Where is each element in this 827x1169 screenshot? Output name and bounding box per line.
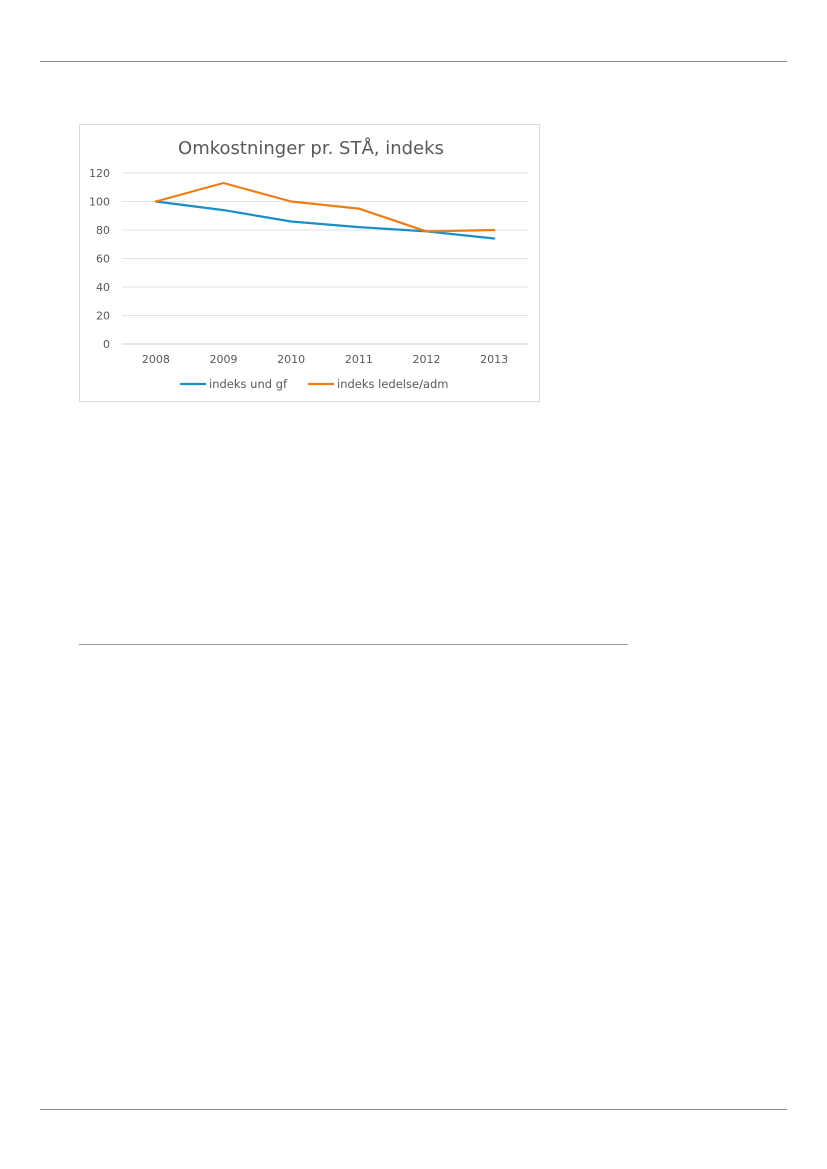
chart-title: Omkostninger pr. STÅ, indeks	[178, 137, 444, 159]
series-line-2	[154, 181, 496, 233]
y-tick-label: 0	[103, 338, 110, 351]
x-axis-ticks: 2008 2009 2010 2011 2012 2013	[142, 353, 508, 366]
legend-label-2: indeks ledelse/adm	[337, 377, 449, 391]
y-tick-label: 120	[89, 167, 110, 180]
chart-container: Omkostninger pr. STÅ, indeks 0 20 40 60 80 10…	[79, 124, 540, 402]
series-lines	[154, 181, 496, 240]
gridlines	[122, 172, 528, 345]
series-line-1	[154, 200, 496, 240]
y-tick-label: 40	[96, 281, 110, 294]
y-tick-label: 80	[96, 224, 110, 237]
legend-label-1: indeks und gf	[209, 377, 288, 391]
legend: indeks und gf indeks ledelse/adm	[180, 377, 449, 391]
x-tick-label: 2010	[277, 353, 305, 366]
section-rule	[79, 644, 628, 645]
x-tick-label: 2012	[413, 353, 441, 366]
y-axis-ticks: 0 20 40 60 80 100 120	[89, 167, 110, 351]
y-tick-label: 20	[96, 310, 110, 323]
x-tick-label: 2009	[210, 353, 238, 366]
y-tick-label: 100	[89, 196, 110, 209]
line-chart: Omkostninger pr. STÅ, indeks 0 20 40 60 80 10…	[89, 137, 528, 391]
footer-rule	[40, 1109, 787, 1110]
x-tick-label: 2011	[345, 353, 373, 366]
x-tick-label: 2013	[480, 353, 508, 366]
y-tick-label: 60	[96, 253, 110, 266]
header-rule	[40, 61, 787, 62]
x-tick-label: 2008	[142, 353, 170, 366]
